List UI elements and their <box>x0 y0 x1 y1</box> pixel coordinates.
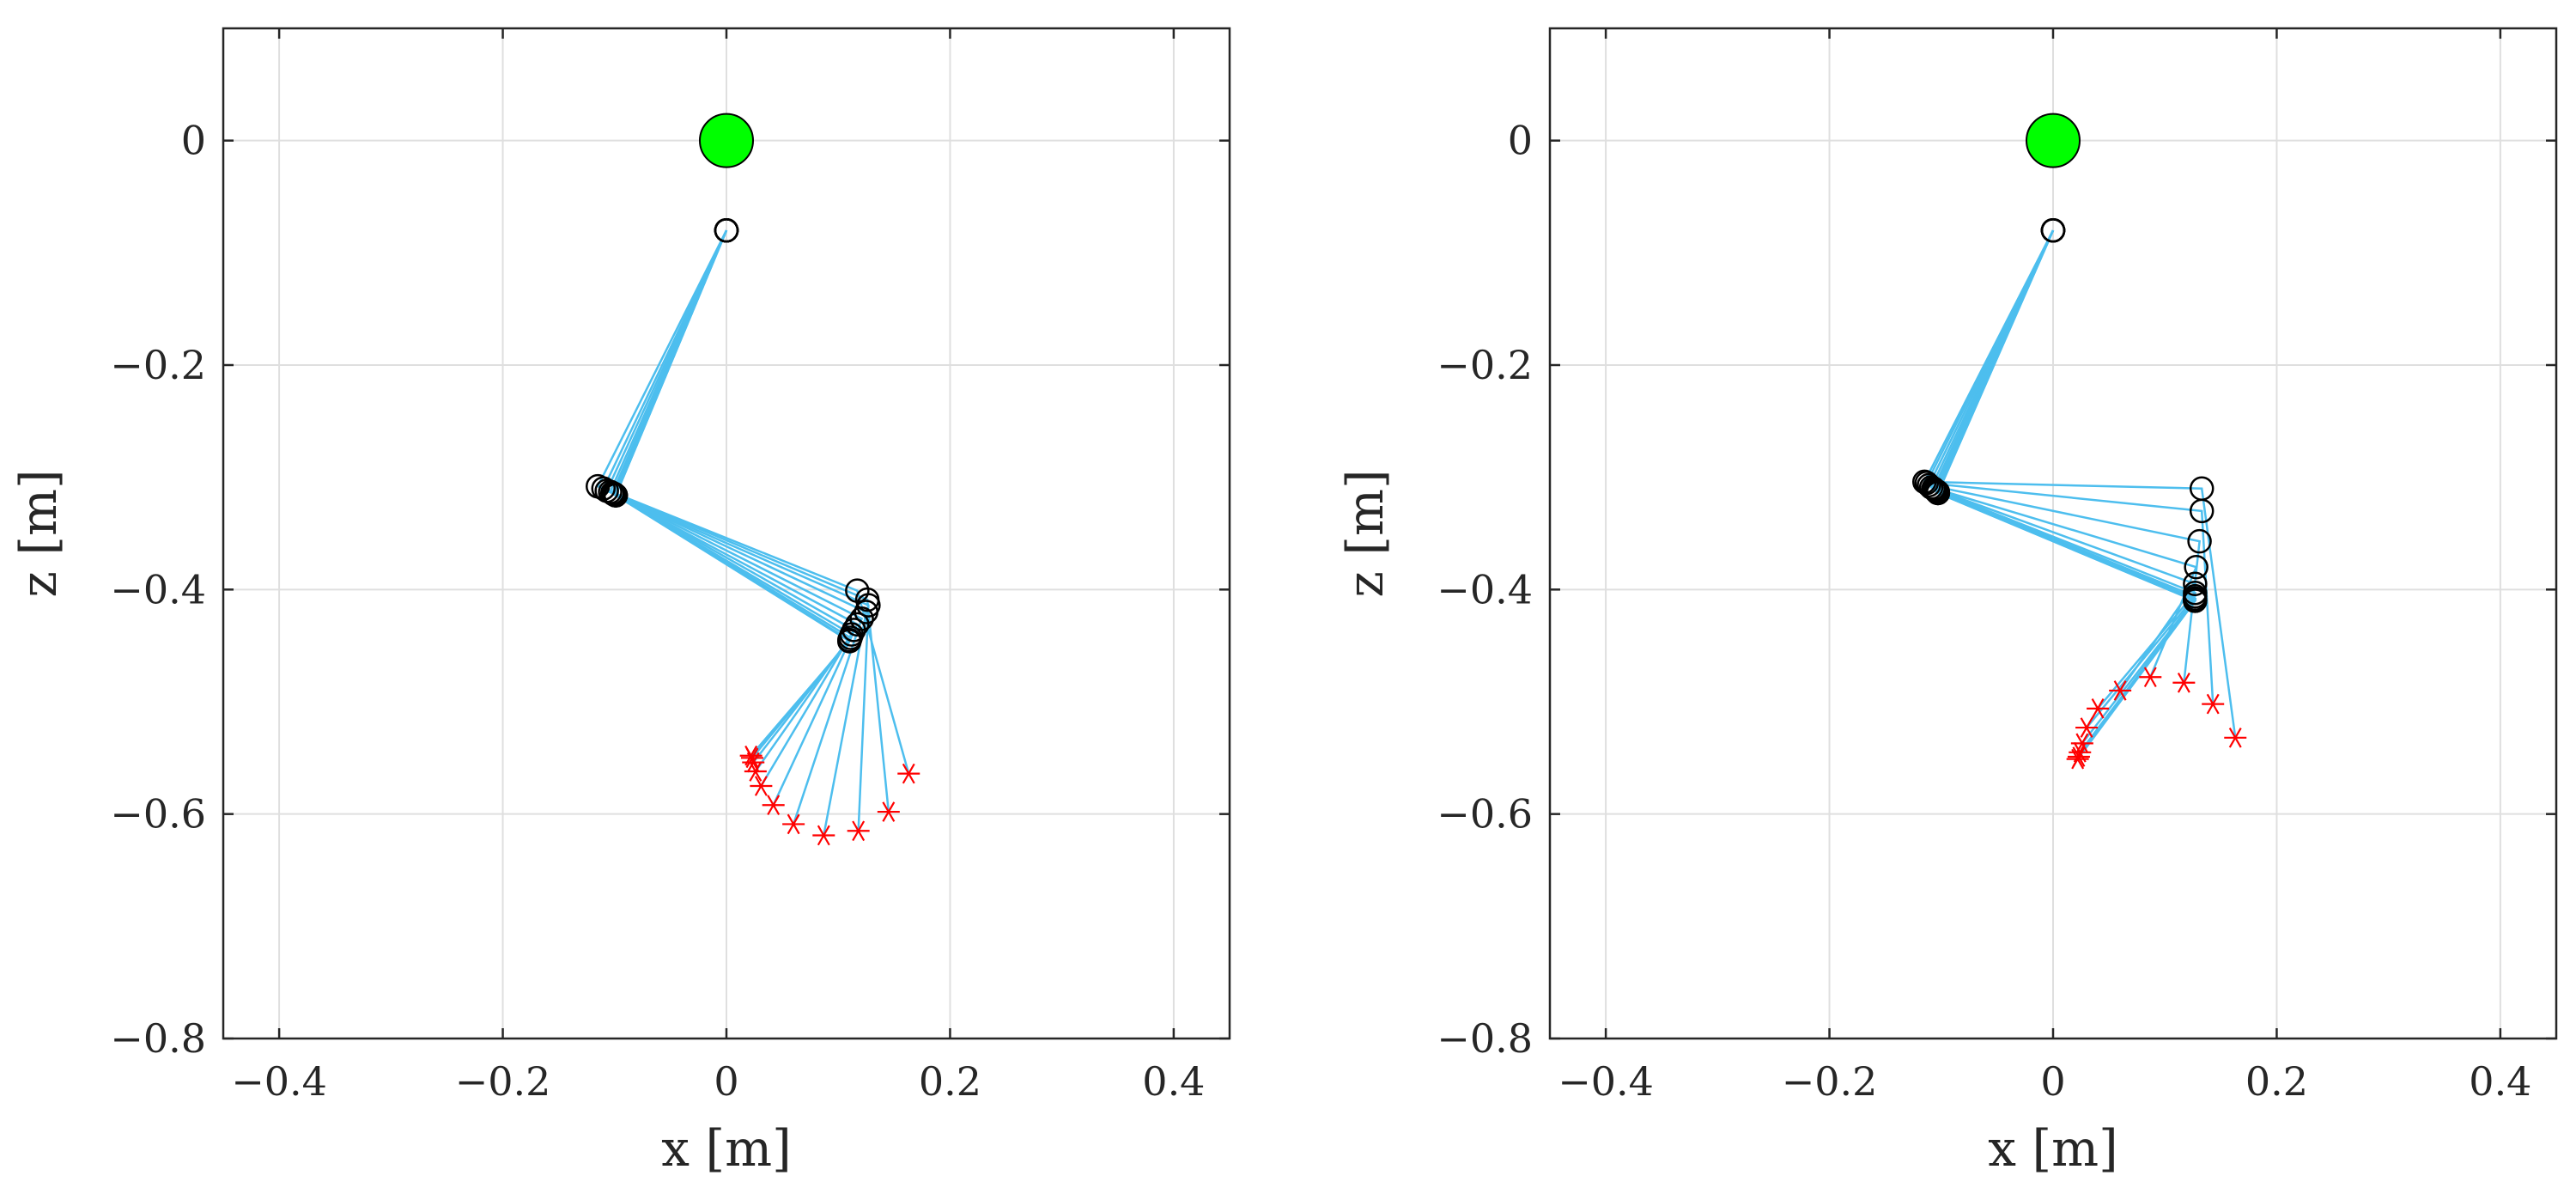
end-effector-marker <box>2066 748 2089 770</box>
wrist-joint-marker <box>836 629 862 654</box>
shoulder-joint-marker <box>714 217 739 243</box>
wrist-joint-marker <box>2183 588 2208 613</box>
wrist-joint-marker <box>2183 571 2208 597</box>
arm-link <box>608 229 868 836</box>
x-tick-label: 0.2 <box>2245 1058 2308 1105</box>
end-effector-marker <box>782 813 805 835</box>
y-tick-label: −0.2 <box>110 342 206 388</box>
y-tick-label: 0 <box>1508 118 1533 164</box>
arm-link <box>1924 229 2215 704</box>
wrist-joint-marker <box>854 600 879 624</box>
left-plot-panel: −0.4 −0.2 0 0.2 0.4 0 −0.2 −0.4 −0.6 −0.8 x [m] z [… <box>9 27 1231 1178</box>
y-axis-label: z [m] <box>1336 469 1394 597</box>
arm-link <box>1936 229 2197 760</box>
x-tick-label: 0 <box>2040 1058 2065 1105</box>
x-tick-label: −0.2 <box>1782 1058 1878 1105</box>
arm-link <box>605 229 870 831</box>
elbow-joint-marker <box>1925 480 1951 506</box>
end-effector-marker <box>2109 680 2132 701</box>
x-axis-label: x [m] <box>661 1119 791 1178</box>
y-tick-label: −0.6 <box>110 791 206 838</box>
right-plot-panel: −0.4 −0.2 0 0.2 0.4 0 −0.2 −0.4 −0.6 −0.8 x [m] z [… <box>1336 27 2558 1178</box>
wrist-joint-marker <box>2187 528 2212 554</box>
wrist-joint-marker <box>2189 498 2215 524</box>
base-marker <box>2026 113 2081 168</box>
wrist-joint-marker <box>2184 554 2208 580</box>
arm-link <box>596 229 910 774</box>
arm-link <box>1923 229 2237 738</box>
elbow-joint-marker <box>1917 472 1941 498</box>
y-tick-label: −0.8 <box>1437 1015 1533 1062</box>
x-tick-label: 0.4 <box>2469 1058 2531 1105</box>
y-tick-label: −0.4 <box>1437 566 1533 612</box>
x-tick-label: 0.2 <box>919 1058 981 1105</box>
end-effector-marker <box>2202 693 2225 715</box>
end-effector-marker <box>2139 667 2162 688</box>
end-effector-marker <box>2087 698 2110 719</box>
y-tick-label: −0.4 <box>110 566 206 612</box>
end-effector-marker <box>812 825 835 846</box>
y-tick-label: −0.8 <box>110 1015 206 1062</box>
end-effector-marker <box>897 763 920 784</box>
end-effector-marker <box>847 820 870 842</box>
base-marker <box>699 113 754 168</box>
end-effector-marker <box>2224 728 2247 748</box>
end-effector-marker <box>762 795 785 816</box>
x-tick-label: −0.4 <box>1558 1058 1654 1105</box>
x-tick-label: 0.4 <box>1142 1058 1205 1105</box>
end-effector-marker <box>2172 672 2196 693</box>
end-effector-marker <box>739 745 762 766</box>
arm-link <box>602 229 890 813</box>
x-tick-label: 0 <box>714 1058 738 1105</box>
x-tick-label: −0.4 <box>231 1058 327 1105</box>
y-tick-label: −0.2 <box>1437 342 1533 388</box>
y-axis-label: z [m] <box>9 469 68 597</box>
x-axis-label: x [m] <box>1988 1119 2117 1178</box>
end-effector-marker <box>750 776 773 796</box>
shoulder-joint-marker <box>2040 217 2066 243</box>
x-tick-label: −0.2 <box>455 1058 551 1105</box>
y-tick-label: −0.6 <box>1437 791 1533 838</box>
arm-link <box>614 229 852 757</box>
elbow-joint-marker <box>603 483 629 508</box>
y-tick-label: 0 <box>181 118 206 164</box>
end-effector-marker <box>877 801 900 822</box>
end-effector-marker <box>2075 717 2099 738</box>
